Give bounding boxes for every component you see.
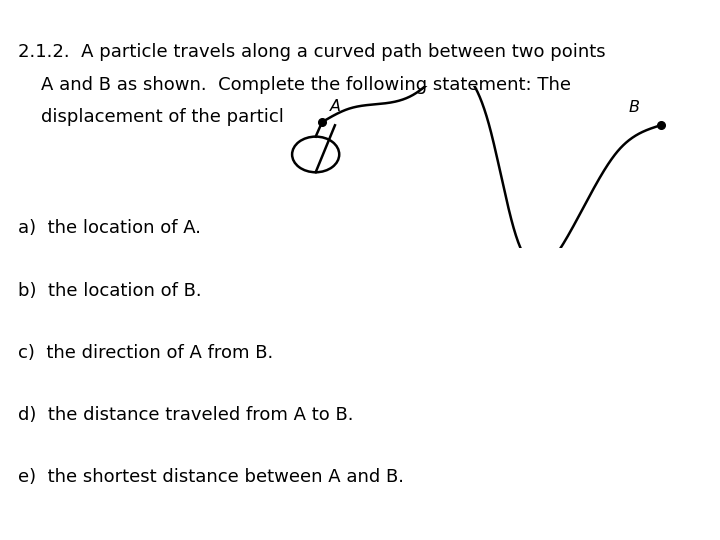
Text: A and B as shown.  Complete the following statement: The: A and B as shown. Complete the following… [18,76,571,93]
Text: e)  the shortest distance between A and B.: e) the shortest distance between A and B… [18,468,404,486]
Text: 2.1.2.  A particle travels along a curved path between two points: 2.1.2. A particle travels along a curved… [18,43,606,61]
Text: c)  the direction of A from B.: c) the direction of A from B. [18,344,274,362]
Text: A: A [330,99,341,114]
Text: B: B [629,100,639,116]
Text: b)  the location of B.: b) the location of B. [18,282,202,300]
Text: a)  the location of A.: a) the location of A. [18,219,201,237]
Text: displacement of the particl: displacement of the particl [18,108,284,126]
Text: d)  the distance traveled from A to B.: d) the distance traveled from A to B. [18,406,354,424]
